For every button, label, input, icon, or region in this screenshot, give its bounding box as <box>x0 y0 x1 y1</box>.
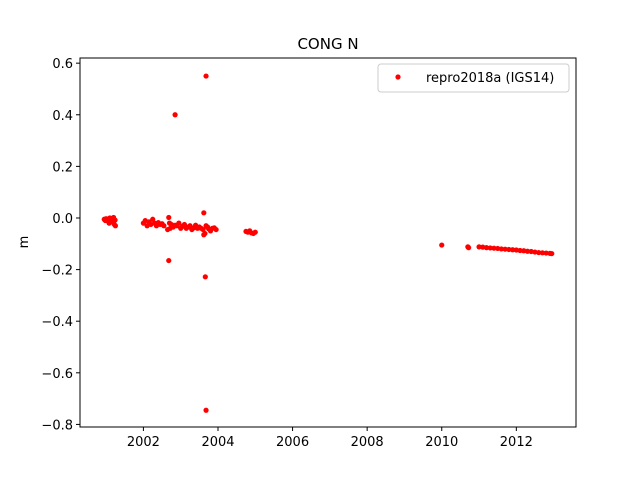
legend: repro2018a (IGS14) <box>377 63 570 93</box>
data-point <box>517 247 523 254</box>
data-point <box>203 73 209 79</box>
data-point <box>487 245 493 251</box>
legend-box <box>377 63 570 93</box>
data-point <box>181 221 188 228</box>
data-point <box>439 242 445 248</box>
y-axis: −0.8 −0.6 −0.4 −0.2 0.0 0.2 0.4 0.6 <box>41 57 80 433</box>
data-point <box>543 250 549 256</box>
data-point <box>202 274 208 280</box>
legend-label: repro2018a (IGS14) <box>426 71 554 86</box>
x-tick-label: 2006 <box>276 435 309 450</box>
x-tick-label: 2004 <box>201 435 234 450</box>
data-point <box>483 245 490 251</box>
data-point <box>200 226 206 233</box>
x-tick-label: 2010 <box>425 435 458 450</box>
data-point <box>539 250 546 256</box>
data-point <box>112 223 119 229</box>
data-point <box>172 112 178 118</box>
legend-marker <box>395 74 401 80</box>
y-axis-label: m <box>17 236 32 249</box>
data-point <box>201 210 207 216</box>
data-point <box>108 217 114 224</box>
data-point <box>536 249 542 256</box>
data-point <box>476 244 482 250</box>
data-point <box>201 232 207 238</box>
plot-frame <box>79 57 577 428</box>
data-point <box>491 245 497 251</box>
data-point <box>112 217 118 223</box>
y-tick-label: −0.6 <box>41 367 73 382</box>
data-point <box>524 248 531 254</box>
data-point <box>213 226 219 233</box>
data-point <box>498 246 505 252</box>
y-tick-label: 0.2 <box>52 160 73 175</box>
data-point <box>465 245 472 251</box>
data-point <box>166 214 172 221</box>
data-point <box>506 246 512 253</box>
chart-title: CONG N <box>297 35 358 53</box>
data-point <box>166 257 172 264</box>
data-point <box>161 223 167 229</box>
data-point <box>176 220 182 226</box>
data-points <box>101 73 555 413</box>
data-point <box>502 246 508 252</box>
data-point <box>252 229 258 235</box>
x-axis: 2002 2004 2006 2008 2010 2012 <box>127 427 533 450</box>
y-tick-label: 0.0 <box>52 212 73 227</box>
data-point <box>203 407 209 413</box>
y-tick-label: 0.6 <box>52 57 73 72</box>
x-tick-label: 2002 <box>127 435 160 450</box>
data-point <box>150 216 156 222</box>
data-point <box>549 250 555 257</box>
y-tick-label: 0.4 <box>52 109 73 124</box>
y-tick-label: −0.4 <box>41 315 73 330</box>
x-tick-label: 2012 <box>500 435 533 450</box>
data-point <box>510 247 516 253</box>
y-tick-label: −0.8 <box>41 418 73 433</box>
y-tick-label: −0.2 <box>41 264 73 279</box>
x-tick-label: 2008 <box>351 435 384 450</box>
